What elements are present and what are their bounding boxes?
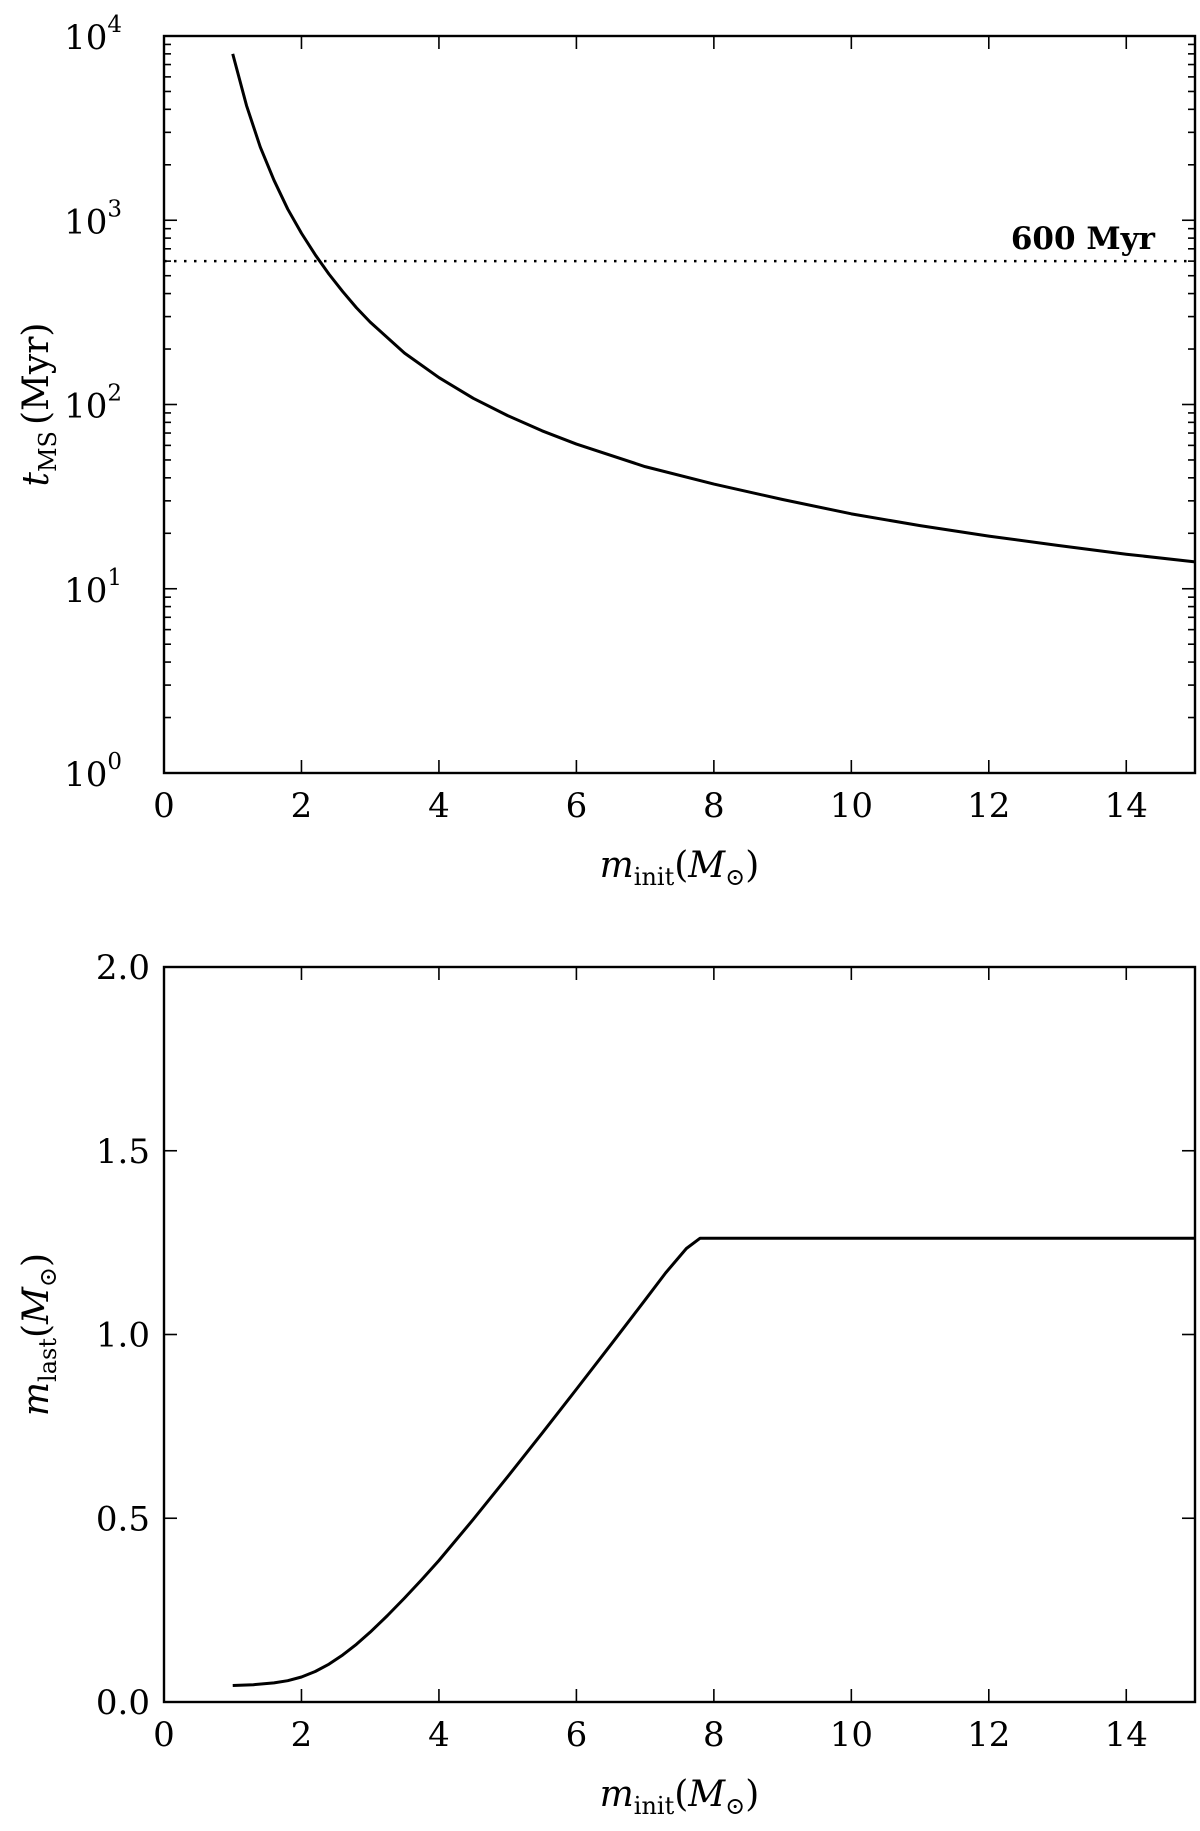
y-tick-exponent: 2 bbox=[107, 381, 122, 407]
bottom-panel-x-tick-labels: 0 2 4 6 8 10 12 14 bbox=[153, 1715, 1148, 1755]
y-label-paren-close: ) bbox=[16, 1253, 57, 1267]
x-label-unit-symbol: M bbox=[687, 845, 726, 886]
y-tick-label: 2.0 bbox=[96, 948, 150, 988]
y-tick-label: 100 bbox=[64, 749, 122, 795]
bottom-panel-y-tick-labels: 0.0 0.5 1.0 1.5 2.0 bbox=[96, 948, 150, 1723]
x-tick-label: 14 bbox=[1105, 1715, 1148, 1755]
y-tick-exponent: 0 bbox=[107, 749, 122, 775]
x-label-paren-open: ( bbox=[674, 1774, 688, 1815]
x-tick-label: 0 bbox=[153, 1715, 175, 1755]
x-tick-label: 8 bbox=[703, 1715, 725, 1755]
y-tick-base: 10 bbox=[64, 571, 107, 611]
y-label-symbol: m bbox=[16, 1382, 57, 1416]
y-label-paren-open: ( bbox=[16, 1324, 57, 1338]
bottom-plot-frame bbox=[162, 965, 1197, 1704]
top-panel-ticks bbox=[163, 35, 1195, 774]
y-tick-exponent: 4 bbox=[107, 12, 122, 38]
y-tick-label: 0.5 bbox=[96, 1499, 150, 1539]
bottom-x-axis-label: minit(M⊙) bbox=[600, 1774, 760, 1820]
x-label-paren-close: ) bbox=[745, 845, 759, 886]
x-label-unit-symbol: M bbox=[687, 1774, 726, 1815]
x-tick-label: 0 bbox=[153, 786, 175, 826]
x-tick-label: 14 bbox=[1105, 786, 1148, 826]
x-tick-label: 2 bbox=[291, 786, 313, 826]
y-tick-label: 1.5 bbox=[96, 1132, 150, 1172]
lifetime-curve bbox=[231, 53, 1196, 564]
x-tick-label: 6 bbox=[566, 786, 588, 826]
x-tick-label: 12 bbox=[967, 786, 1010, 826]
x-label-paren-close: ) bbox=[745, 1774, 759, 1815]
y-label-unit: (Myr) bbox=[16, 323, 57, 426]
y-tick-base: 10 bbox=[64, 755, 107, 795]
y-tick-label: 101 bbox=[64, 565, 122, 611]
y-label-subscript: last bbox=[34, 1338, 62, 1382]
bottom-panel-ticks bbox=[163, 966, 1195, 1703]
x-tick-label: 10 bbox=[830, 1715, 873, 1755]
x-label-subscript: init bbox=[634, 863, 675, 891]
x-tick-label: 4 bbox=[428, 1715, 450, 1755]
y-label-subscript: MS bbox=[34, 431, 62, 472]
x-label-paren-open: ( bbox=[674, 845, 688, 886]
y-label-unit-symbol: M bbox=[16, 1286, 57, 1325]
top-x-axis-label: minit(M⊙) bbox=[600, 845, 760, 891]
y-tick-label: 1.0 bbox=[96, 1316, 150, 1356]
y-tick-base: 10 bbox=[64, 202, 107, 242]
x-tick-label: 10 bbox=[830, 786, 873, 826]
x-label-symbol: m bbox=[600, 845, 634, 886]
y-label-unit-subscript: ⊙ bbox=[34, 1267, 62, 1287]
bottom-y-axis-label: mlast(M⊙) bbox=[16, 1253, 62, 1416]
y-tick-base: 10 bbox=[64, 18, 107, 58]
x-label-unit-subscript: ⊙ bbox=[725, 863, 745, 891]
x-label-subscript: init bbox=[634, 1792, 675, 1820]
x-tick-label: 8 bbox=[703, 786, 725, 826]
x-tick-label: 4 bbox=[428, 786, 450, 826]
final-mass-panel: 0 2 4 6 8 10 12 14 0.00.51.01.52.0 minit(M⊙) ml… bbox=[16, 948, 1197, 1820]
y-label-symbol: t bbox=[16, 471, 57, 486]
y-tick-label: 102 bbox=[64, 381, 122, 427]
reference-line-label: 600 Myr bbox=[1011, 221, 1156, 257]
top-panel-x-tick-labels: 0 2 4 6 8 10 12 14 bbox=[153, 786, 1148, 826]
x-tick-label: 6 bbox=[566, 1715, 588, 1755]
y-tick-base: 10 bbox=[64, 387, 107, 427]
x-tick-label: 2 bbox=[291, 1715, 313, 1755]
x-label-unit-subscript: ⊙ bbox=[725, 1792, 745, 1820]
y-tick-label: 103 bbox=[64, 196, 122, 242]
final-mass-curve bbox=[232, 1236, 1195, 1687]
y-tick-label: 0.0 bbox=[96, 1683, 150, 1723]
y-tick-exponent: 1 bbox=[107, 565, 122, 591]
top-y-axis-label: tMS (Myr) bbox=[16, 323, 62, 487]
y-tick-label: 104 bbox=[64, 12, 122, 58]
x-tick-label: 12 bbox=[967, 1715, 1010, 1755]
x-label-symbol: m bbox=[600, 1774, 634, 1815]
top-plot-frame bbox=[162, 34, 1197, 775]
y-tick-exponent: 3 bbox=[107, 196, 122, 222]
